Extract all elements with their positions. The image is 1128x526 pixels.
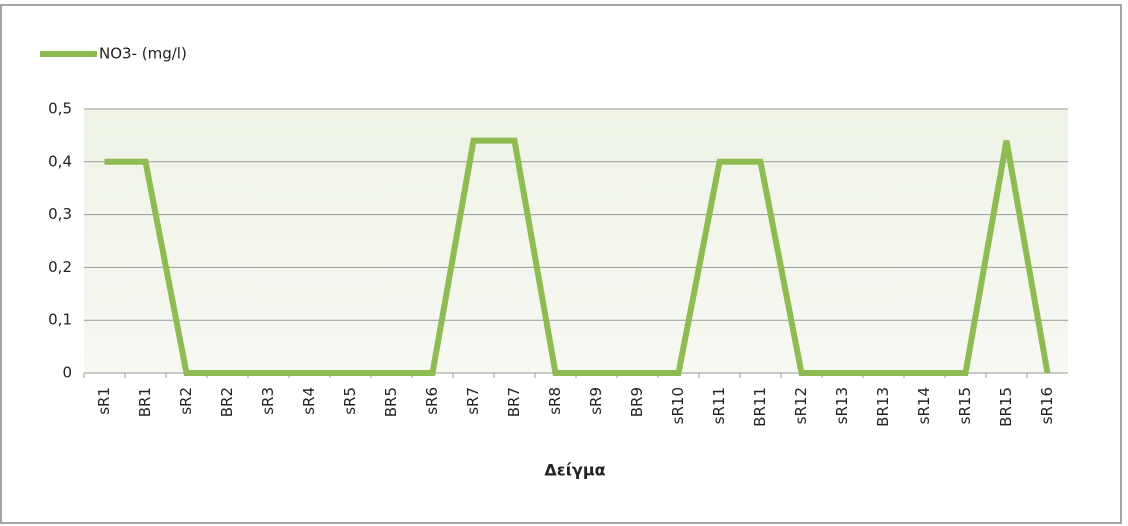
x-tick-label: sR13 (833, 387, 851, 424)
y-tick-label: 0,4 (48, 152, 72, 170)
x-tick-label: sR16 (1038, 387, 1056, 424)
x-tick-label: sR2 (177, 387, 195, 415)
x-tick-label: sR5 (341, 387, 359, 415)
y-tick-label: 0,3 (48, 205, 72, 223)
x-tick-label: sR15 (956, 387, 974, 424)
x-tick-label: BR9 (628, 387, 646, 417)
data-line (104, 137, 1051, 376)
x-axis-title: Δείγμα (544, 461, 605, 480)
x-tick-label: BR11 (751, 387, 769, 427)
x-tick-label: sR7 (464, 387, 482, 415)
y-tick-label: 0 (62, 364, 72, 382)
x-tick-label: BR15 (997, 387, 1015, 427)
x-tick-label: sR4 (300, 387, 318, 415)
x-tick-label: sR12 (792, 387, 810, 424)
x-tick-label: BR5 (382, 387, 400, 417)
x-tick-label: BR13 (874, 387, 892, 427)
x-tick-label: sR3 (259, 387, 277, 415)
x-tick-label: sR9 (587, 387, 605, 415)
y-tick-label: 0,5 (48, 100, 72, 118)
x-tick-label: BR7 (505, 387, 523, 417)
y-tick-label: 0,1 (48, 311, 72, 329)
x-tick-label: sR6 (423, 387, 441, 415)
x-tick-label: sR11 (710, 387, 728, 424)
x-tick-label: BR2 (218, 387, 236, 417)
x-tick-label: sR10 (669, 387, 687, 424)
x-tick-label: BR1 (136, 387, 154, 417)
legend-label: NO3- (mg/l) (99, 45, 187, 63)
plot-area (84, 109, 1068, 373)
x-tick-label: sR8 (546, 387, 564, 415)
x-tick-label: sR14 (915, 387, 933, 424)
y-tick-label: 0,2 (48, 258, 72, 276)
x-tick-label: sR1 (95, 387, 113, 415)
